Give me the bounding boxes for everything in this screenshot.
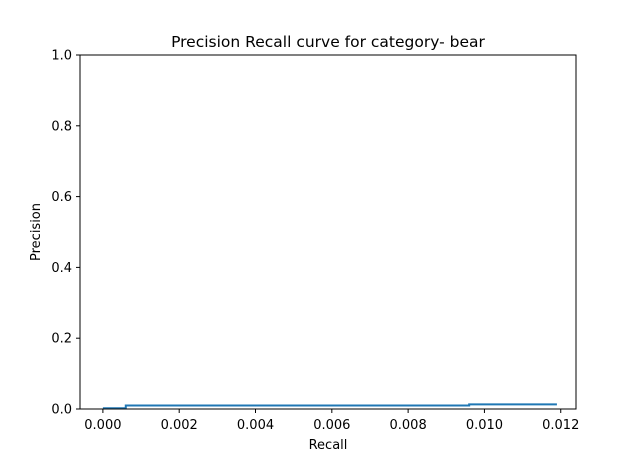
y-tick-label: 0.2: [51, 332, 72, 347]
x-axis-label: Recall: [309, 438, 348, 453]
x-tick-label: 0.008: [390, 418, 427, 433]
axes-frame: [79, 54, 577, 410]
y-tick-label: 1.0: [51, 49, 72, 64]
x-tick-label: 0.010: [466, 418, 503, 433]
x-tick-label: 0.006: [313, 418, 350, 433]
x-tick-label: 0.012: [542, 418, 579, 433]
chart-title: Precision Recall curve for category- bea…: [171, 33, 485, 51]
y-tick-label: 0.8: [51, 119, 72, 134]
axes: 0.000 0.002 0.004 0.006 0.008 0.010 0.012 0.0 0.…: [51, 49, 579, 434]
plot-area: [102, 403, 557, 410]
y-tick-label: 0.6: [51, 190, 72, 205]
x-tick-label: 0.002: [161, 418, 198, 433]
series-line-0: [102, 403, 557, 410]
y-tick-label: 0.0: [51, 403, 72, 418]
x-tick-label: 0.000: [84, 418, 121, 433]
y-axis-label: Precision: [29, 203, 44, 261]
y-tick-label: 0.4: [51, 261, 72, 276]
x-tick-label: 0.004: [237, 418, 274, 433]
